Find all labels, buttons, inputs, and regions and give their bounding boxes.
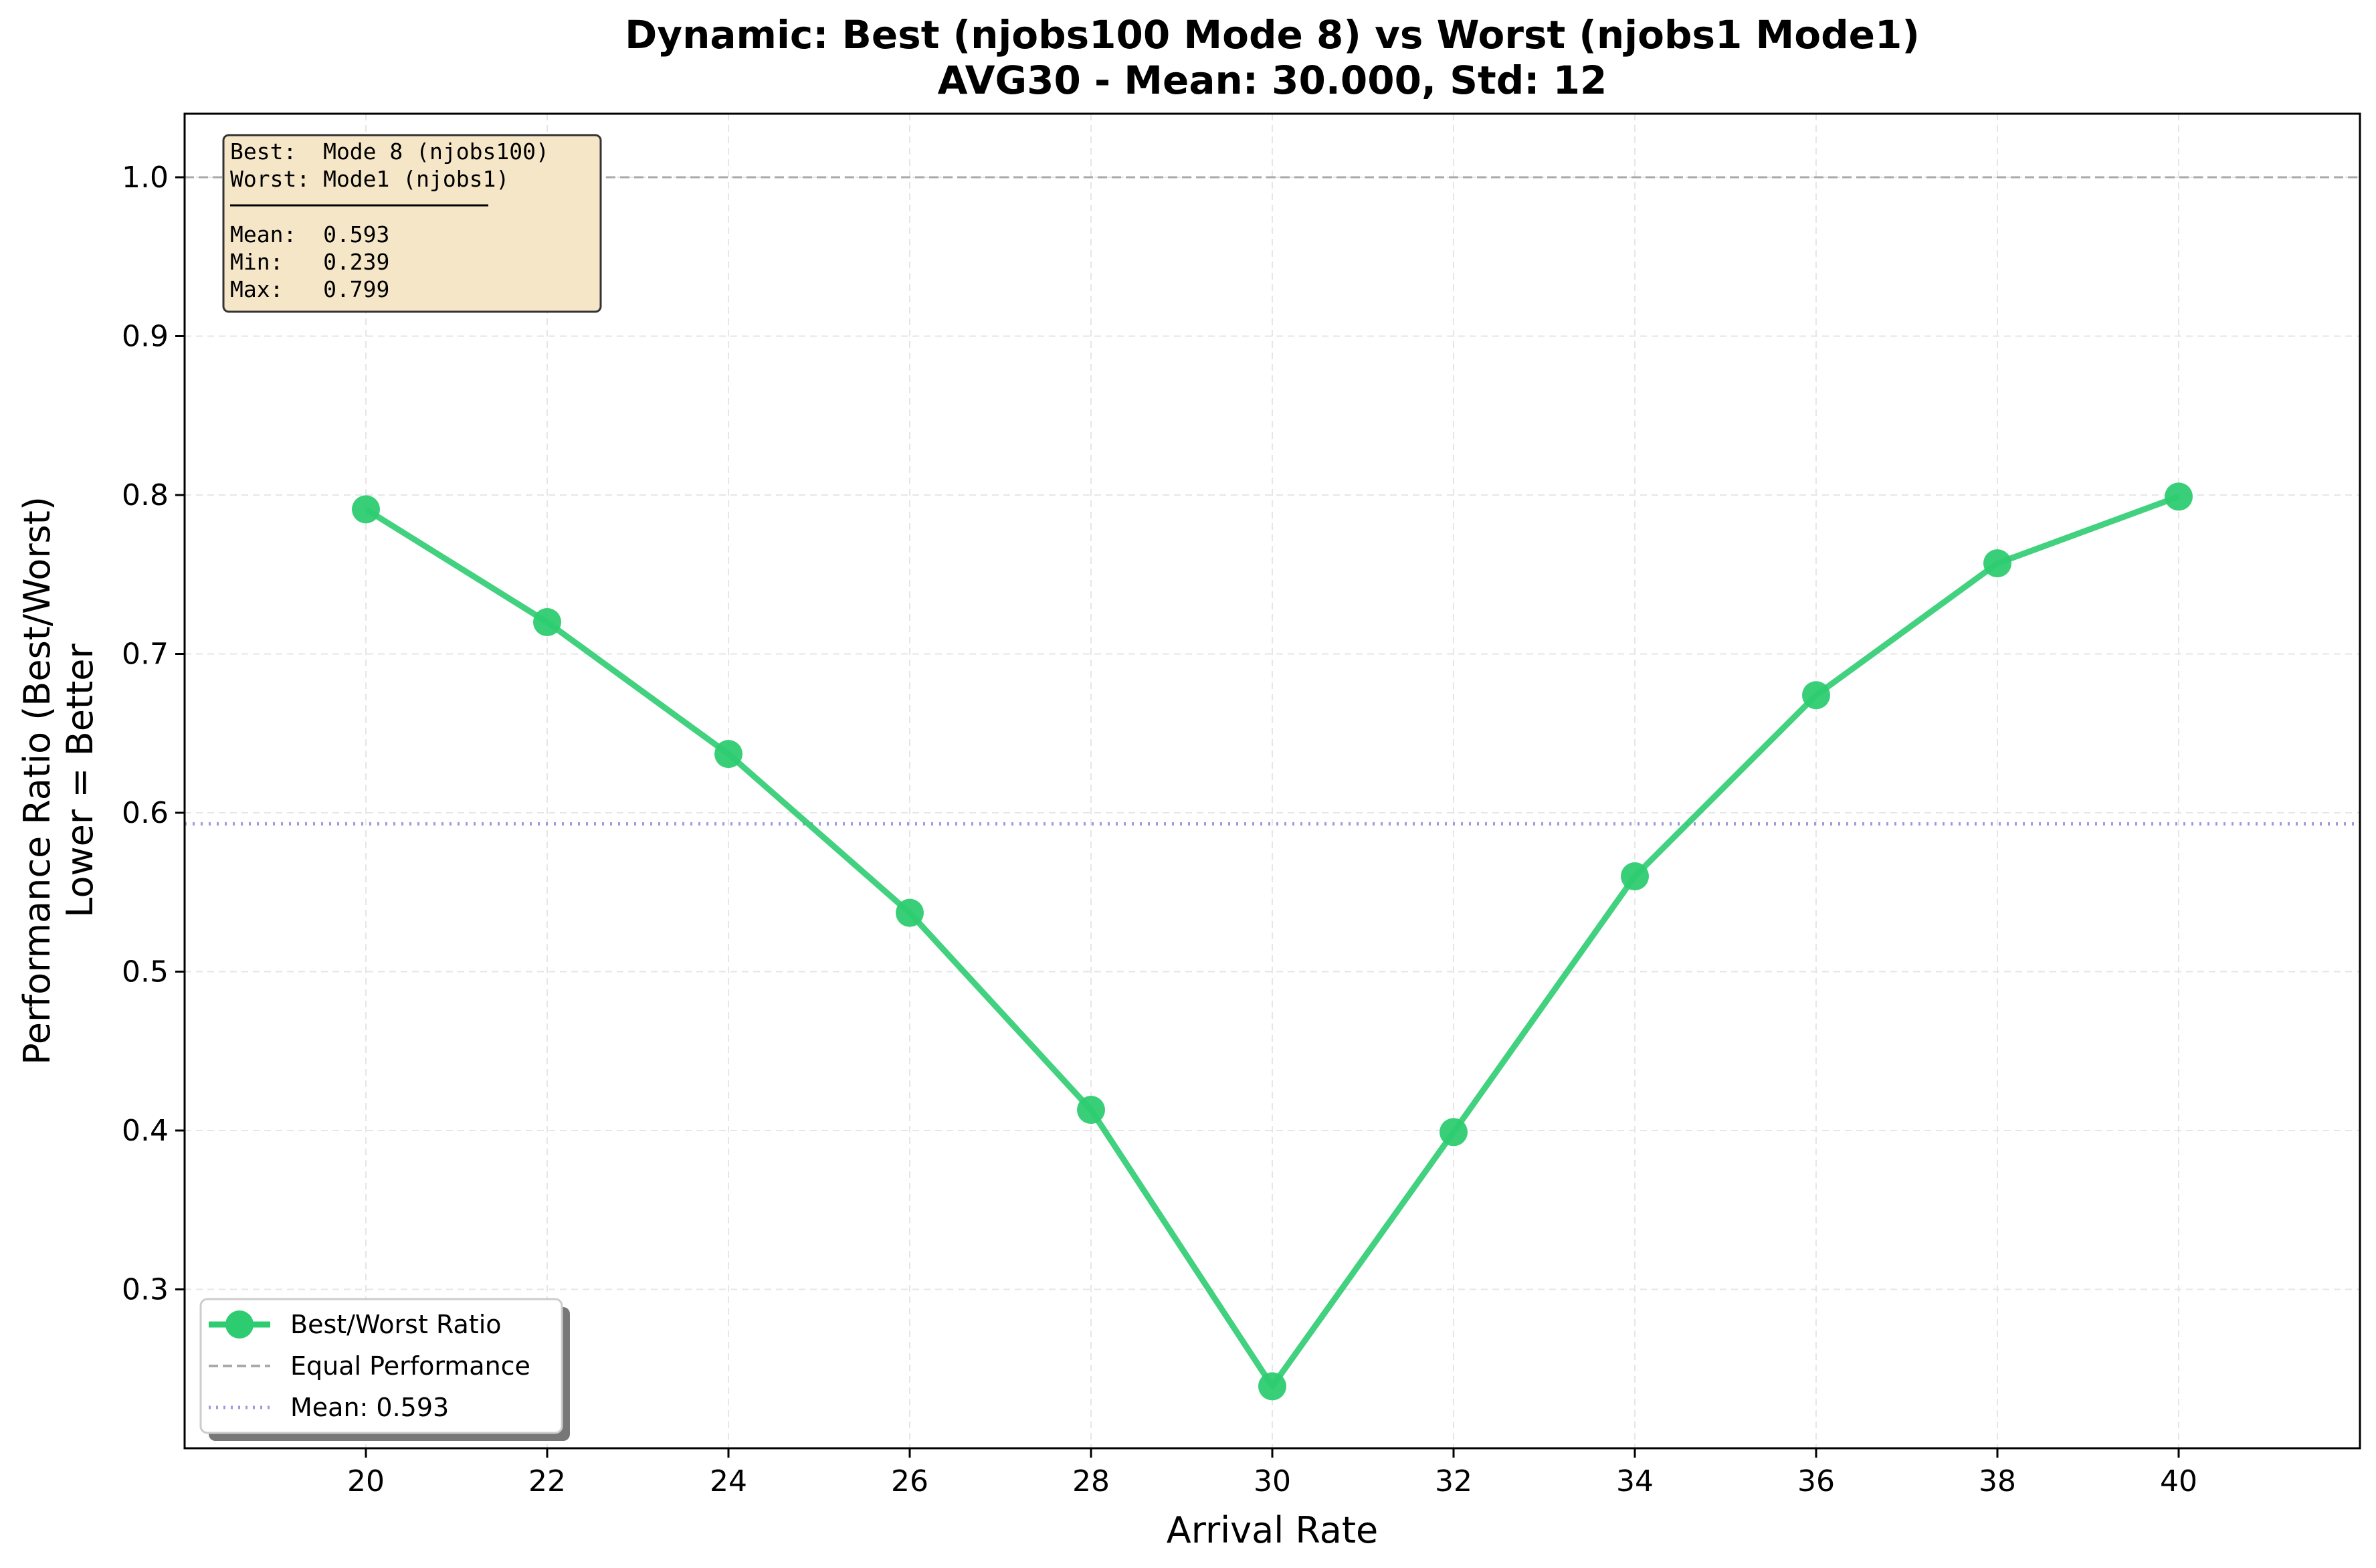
y-tick-label: 1.0 [122, 161, 169, 195]
data-point [1983, 549, 2011, 578]
stats-box: Best: Mode 8 (njobs100) Worst: Mode1 (nj… [222, 134, 602, 313]
x-tick-label: 20 [347, 1464, 385, 1498]
data-point [1621, 862, 1649, 890]
x-tick-label: 30 [1254, 1464, 1291, 1498]
legend-label-series: Best/Worst Ratio [290, 1310, 502, 1339]
data-point [1258, 1372, 1286, 1401]
y-tick-label: 0.7 [122, 638, 169, 672]
x-tick-label: 34 [1616, 1464, 1654, 1498]
legend: Best/Worst Ratio Equal Performance Mean:… [199, 1298, 570, 1441]
x-tick-label: 22 [528, 1464, 566, 1498]
y-axis-ticks: 0.3 0.4 0.5 0.6 0.7 0.8 0.9 1.0 [122, 161, 185, 1307]
legend-marker-series [225, 1310, 254, 1339]
x-tick-label: 36 [1797, 1464, 1835, 1498]
stats-box-frame [222, 134, 602, 313]
legend-label-mean: Mean: 0.593 [290, 1393, 449, 1422]
x-axis-label: Arrival Rate [1167, 1509, 1378, 1551]
y-tick-label: 0.3 [122, 1273, 169, 1307]
stats-box-min: Min: 0.239 [230, 249, 389, 275]
series-layer [352, 482, 2193, 1401]
x-tick-label: 26 [891, 1464, 928, 1498]
data-point [714, 740, 742, 769]
x-tick-label: 38 [1979, 1464, 2016, 1498]
x-tick-label: 32 [1435, 1464, 1472, 1498]
data-point [533, 608, 561, 636]
y-tick-label: 0.5 [122, 955, 169, 989]
stats-box-best: Best: Mode 8 (njobs100) [230, 138, 549, 165]
data-point [2165, 482, 2193, 511]
data-point [1077, 1096, 1105, 1124]
y-axis-label-line2: Lower = Better [59, 644, 101, 918]
y-tick-label: 0.6 [122, 796, 169, 830]
data-point [352, 495, 380, 524]
chart-title-line2: AVG30 - Mean: 30.000, Std: 12 [938, 58, 1607, 103]
stats-box-worst: Worst: Mode1 (njobs1) [230, 166, 509, 192]
data-point [1440, 1118, 1468, 1147]
stats-box-max: Max: 0.799 [230, 276, 389, 302]
stats-box-mean: Mean: 0.593 [230, 221, 389, 248]
y-tick-label: 0.4 [122, 1114, 169, 1148]
legend-label-equal: Equal Performance [290, 1351, 530, 1381]
data-point [896, 898, 924, 927]
y-tick-label: 0.8 [122, 478, 169, 512]
data-point [1802, 681, 1830, 710]
plot-area-background [185, 114, 2360, 1448]
chart-title-line1: Dynamic: Best (njobs100 Mode 8) vs Worst… [625, 12, 1920, 58]
y-tick-label: 0.9 [122, 320, 169, 354]
x-tick-label: 24 [710, 1464, 747, 1498]
y-axis-label-line1: Performance Ratio (Best/Worst) [16, 496, 58, 1065]
x-tick-label: 28 [1072, 1464, 1110, 1498]
x-axis-ticks: 20 22 24 26 28 30 32 34 36 38 40 [347, 1448, 2197, 1498]
reference-lines [185, 176, 2360, 826]
x-tick-label: 40 [2160, 1464, 2197, 1498]
legend-frame [199, 1298, 563, 1434]
